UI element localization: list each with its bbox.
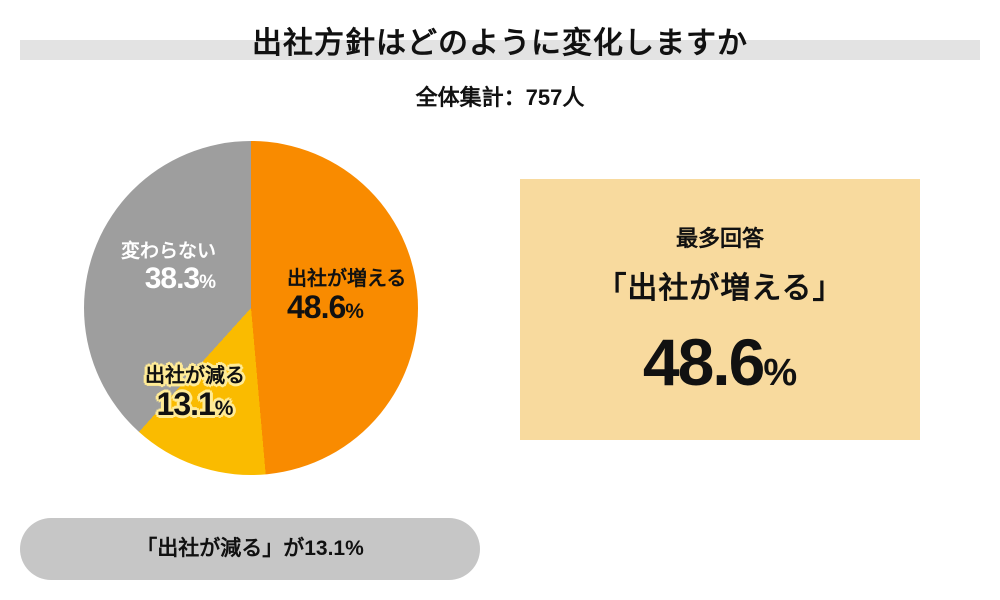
sample-size-label: 全体集計：757人 bbox=[415, 85, 585, 110]
slice-label-increase: 出社が増える 48.6% bbox=[287, 268, 406, 326]
top-answer-box: 最多回答 「出社が増える」 48.6% bbox=[520, 179, 920, 440]
top-answer-heading: 最多回答 bbox=[675, 226, 764, 251]
slice-value: 13.1% bbox=[156, 386, 234, 423]
percent-sign: % bbox=[345, 300, 364, 324]
top-answer-value: 48.6% bbox=[642, 325, 798, 399]
percent-sign: % bbox=[214, 397, 234, 421]
slice-label-unchanged: 変わらない 38.3% bbox=[98, 241, 216, 296]
slice-value: 38.3% bbox=[144, 262, 216, 296]
title-highlight-bar bbox=[20, 40, 980, 60]
slice-value: 48.6% bbox=[287, 289, 364, 326]
slice-name: 出社が増える bbox=[287, 268, 407, 290]
footnote-pill: 「出社が減る」が13.1% bbox=[20, 518, 480, 580]
slice-name: 変わらない bbox=[120, 241, 216, 262]
percent-sign: % bbox=[199, 272, 216, 294]
slice-label-decrease: 出社が減る 13.1% bbox=[136, 365, 254, 423]
page-title: 出社方針はどのように変化しますか bbox=[252, 27, 748, 60]
percent-sign: % bbox=[763, 352, 798, 394]
pie-chart bbox=[84, 141, 418, 475]
slice-name: 出社が減る bbox=[145, 365, 245, 387]
top-answer-text: 「出社が増える」 bbox=[596, 272, 844, 305]
